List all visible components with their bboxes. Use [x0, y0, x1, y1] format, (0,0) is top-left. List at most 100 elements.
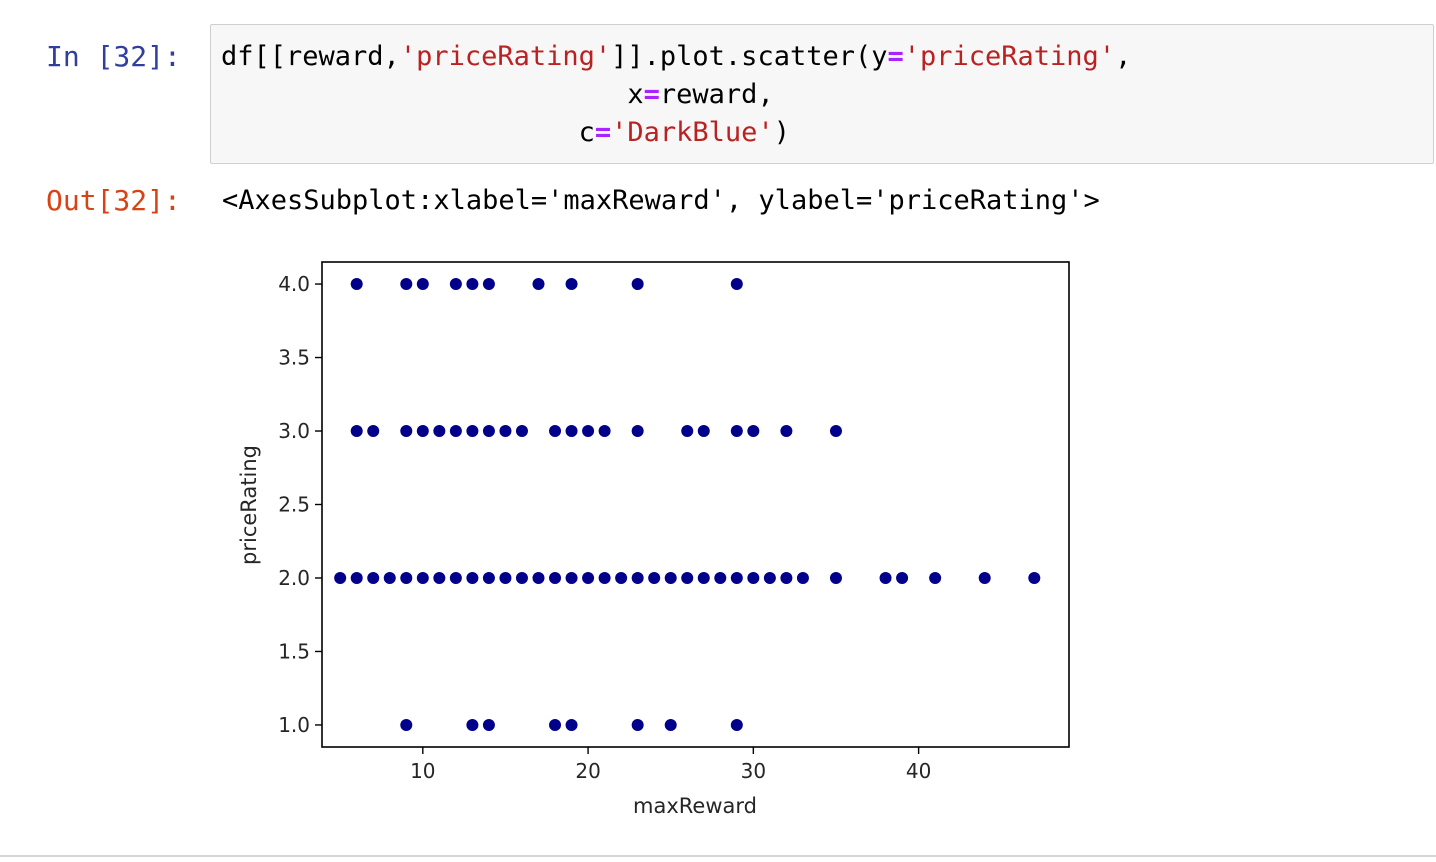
data-point: [416, 571, 429, 584]
data-point: [433, 425, 446, 438]
data-point: [433, 571, 446, 584]
data-point: [681, 425, 694, 438]
code-line[interactable]: df[[reward,'priceRating']].plot.scatter(…: [221, 38, 1131, 76]
data-point: [582, 571, 595, 584]
data-point: [334, 571, 347, 584]
data-point: [367, 571, 380, 584]
data-point: [565, 425, 578, 438]
data-point: [582, 425, 595, 438]
code-token: =: [643, 79, 660, 110]
code-line[interactable]: c='DarkBlue'): [221, 114, 1131, 152]
code-token: ]].plot.scatter(y: [611, 41, 888, 72]
data-point: [482, 278, 495, 291]
data-point: [929, 571, 942, 584]
data-point: [350, 425, 363, 438]
data-point: [549, 425, 562, 438]
code-input-area[interactable]: df[[reward,'priceRating']].plot.scatter(…: [210, 24, 1434, 164]
x-ticks: 10 20 30 40: [410, 747, 931, 783]
x-tick-label: 30: [741, 759, 766, 783]
code-line[interactable]: x=reward,: [221, 76, 1131, 114]
data-point: [565, 571, 578, 584]
y-tick-label: 2.0: [278, 566, 310, 590]
code-token: df[[reward,: [221, 41, 400, 72]
data-point: [383, 571, 396, 584]
data-point: [515, 571, 528, 584]
code-token: =: [594, 117, 612, 148]
data-point: [664, 571, 677, 584]
data-point: [796, 571, 809, 584]
code-token: ,: [1115, 41, 1132, 72]
data-point: [499, 425, 512, 438]
y-tick-label: 3.0: [278, 419, 310, 443]
data-point: [978, 571, 991, 584]
data-point: [780, 425, 793, 438]
data-point: [400, 571, 413, 584]
data-point: [648, 571, 661, 584]
data-point: [747, 425, 760, 438]
data-point: [400, 718, 413, 731]
y-tick-label: 1.5: [278, 639, 310, 663]
axes-frame: [321, 261, 1070, 748]
data-point: [664, 718, 677, 731]
data-point: [449, 425, 462, 438]
data-point: [631, 278, 644, 291]
x-tick-label: 10: [410, 759, 435, 783]
y-axis-label: priceRating: [237, 445, 261, 565]
points-layer: [334, 278, 1041, 731]
data-point: [598, 425, 611, 438]
data-point: [747, 571, 760, 584]
code-token: ): [773, 117, 790, 148]
y-tick-label: 1.0: [278, 713, 310, 737]
data-point: [449, 278, 462, 291]
data-point: [466, 718, 479, 731]
data-point: [829, 425, 842, 438]
data-point: [449, 571, 462, 584]
data-point: [631, 425, 644, 438]
output-repr: <AxesSubplot:xlabel='maxReward', ylabel=…: [222, 185, 1100, 216]
data-point: [697, 425, 710, 438]
data-point: [896, 571, 909, 584]
data-point: [829, 571, 842, 584]
data-point: [400, 278, 413, 291]
data-point: [350, 278, 363, 291]
data-point: [681, 571, 694, 584]
data-point: [879, 571, 892, 584]
code-token: =: [887, 41, 904, 72]
data-point: [730, 425, 743, 438]
x-tick-label: 40: [906, 759, 931, 783]
data-point: [730, 718, 743, 731]
data-point: [515, 425, 528, 438]
data-point: [714, 571, 727, 584]
cell-divider: [0, 855, 1436, 857]
data-point: [565, 718, 578, 731]
data-point: [598, 571, 611, 584]
y-tick-label: 2.5: [278, 493, 310, 517]
data-point: [763, 571, 776, 584]
scatter-plot: 1.0 1.5 2.0 2.5 3.0 3.5 4.0 10 20 30 40 priceRati…: [237, 261, 1070, 818]
data-point: [482, 571, 495, 584]
code-token: c: [221, 117, 595, 148]
x-tick-label: 20: [575, 759, 600, 783]
y-ticks: 1.0 1.5 2.0 2.5 3.0 3.5 4.0: [278, 272, 322, 737]
data-point: [482, 718, 495, 731]
data-point: [532, 278, 545, 291]
code-token: 'DarkBlue': [611, 117, 774, 148]
code-token: 'priceRating': [399, 41, 612, 72]
input-prompt: In [32]:: [46, 40, 181, 73]
data-point: [549, 571, 562, 584]
output-prompt: Out[32]:: [46, 184, 181, 217]
y-tick-label: 4.0: [278, 272, 310, 296]
data-point: [615, 571, 628, 584]
data-point: [631, 718, 644, 731]
data-point: [565, 278, 578, 291]
data-point: [730, 571, 743, 584]
data-point: [416, 278, 429, 291]
data-point: [1028, 571, 1041, 584]
data-point: [780, 571, 793, 584]
data-point: [350, 571, 363, 584]
code-token: 'priceRating': [903, 41, 1116, 72]
data-point: [466, 571, 479, 584]
data-point: [466, 425, 479, 438]
code-editor[interactable]: df[[reward,'priceRating']].plot.scatter(…: [221, 38, 1131, 152]
data-point: [400, 425, 413, 438]
